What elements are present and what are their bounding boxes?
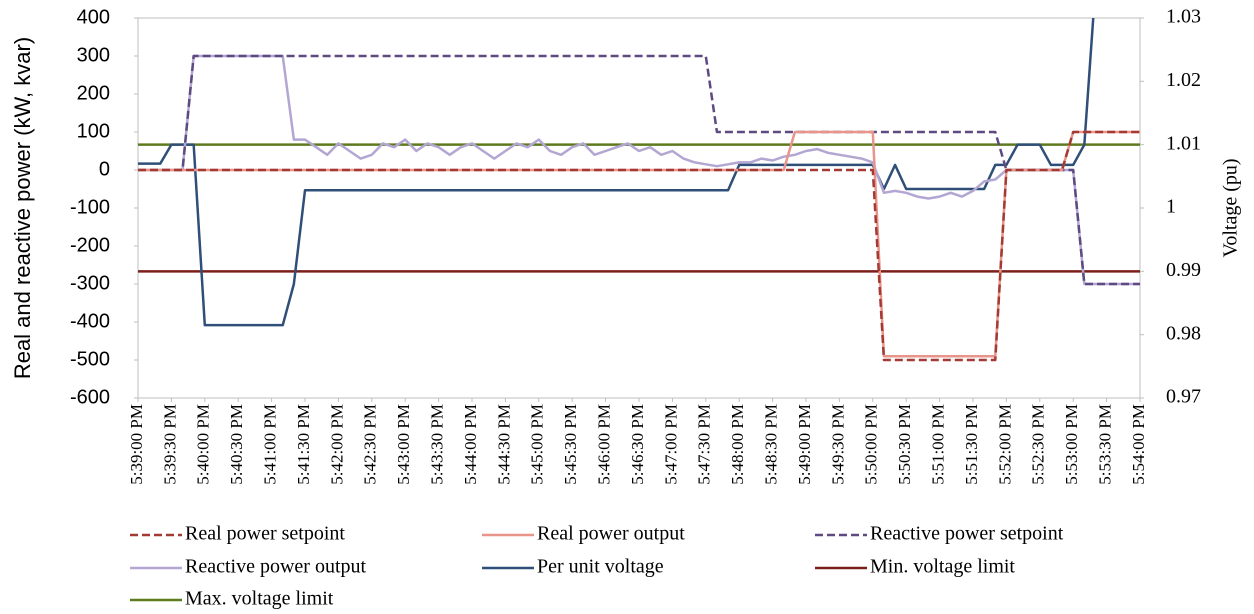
y2-tick-label: 1.01 [1166, 132, 1201, 154]
plot-area [137, 17, 1141, 399]
series-line [138, 130, 1140, 362]
x-tick-label: 5:44:00 PM [461, 404, 480, 485]
y2-tick-label: 1 [1166, 196, 1176, 218]
x-tick-label: 5:52:00 PM [995, 404, 1014, 485]
y2-tick-label: 1.03 [1166, 6, 1201, 28]
x-tick-label: 5:47:00 PM [661, 404, 680, 485]
series-line [138, 18, 1095, 327]
y-tick-label: 0 [99, 158, 110, 180]
x-tick-label: 5:49:00 PM [795, 404, 814, 485]
x-tick-label: 5:53:00 PM [1062, 404, 1081, 485]
series-line [138, 54, 1140, 286]
legend-label: Max. voltage limit [185, 588, 334, 610]
x-tick-label: 5:45:30 PM [561, 404, 580, 485]
y2-axis-label: Voltage (pu) [1220, 158, 1242, 257]
x-tick-label: 5:42:00 PM [327, 404, 346, 485]
x-tick-label: 5:46:00 PM [595, 404, 614, 485]
y-tick-label: -500 [70, 348, 110, 370]
x-tick-label: 5:47:30 PM [695, 404, 714, 485]
legend-label: Real power output [537, 523, 685, 545]
y-tick-label: -600 [70, 386, 110, 408]
x-tick-label: 5:48:00 PM [728, 404, 747, 485]
y-tick-label: -100 [70, 196, 110, 218]
y-tick-label: 400 [77, 6, 110, 28]
legend-label: Reactive power setpoint [870, 523, 1064, 545]
y2-tick-label: 0.99 [1166, 259, 1201, 281]
y2-tick-label: 0.98 [1166, 322, 1201, 344]
legend-label: Reactive power output [185, 556, 366, 578]
x-tick-label: 5:52:30 PM [1029, 404, 1048, 485]
x-tick-label: 5:41:30 PM [294, 404, 313, 485]
y-tick-label: 100 [77, 120, 110, 142]
x-tick-label: 5:45:00 PM [528, 404, 547, 485]
y-tick-label: -400 [70, 310, 110, 332]
y-tick-label: -300 [70, 272, 110, 294]
y-tick-label: 300 [77, 44, 110, 66]
series-lines [138, 18, 1140, 362]
x-tick-label: 5:51:30 PM [962, 404, 981, 485]
series-line [138, 130, 1140, 358]
y-axis-label: Real and reactive power (kW, kvar) [10, 37, 35, 379]
x-tick-label: 5:39:30 PM [160, 404, 179, 485]
x-tick-label: 5:40:30 PM [227, 404, 246, 485]
x-tick-label: 5:50:30 PM [895, 404, 914, 485]
x-tick-label: 5:51:00 PM [929, 404, 948, 485]
x-tick-label: 5:42:30 PM [361, 404, 380, 485]
y-tick-label: -200 [70, 234, 110, 256]
x-tick-label: 5:46:30 PM [628, 404, 647, 485]
legend-label: Real power setpoint [185, 523, 345, 545]
x-tick-label: 5:43:00 PM [394, 404, 413, 485]
y2-tick-label: 1.02 [1166, 69, 1201, 91]
x-tick-label: 5:48:30 PM [762, 404, 781, 485]
x-tick-label: 5:44:30 PM [494, 404, 513, 485]
x-tick-label: 5:50:00 PM [862, 404, 881, 485]
series-line [138, 54, 1140, 286]
legend-label: Per unit voltage [537, 556, 664, 578]
x-tick-label: 5:53:30 PM [1096, 404, 1115, 485]
x-tick-label: 5:39:00 PM [127, 404, 146, 485]
x-tick-label: 5:49:30 PM [828, 404, 847, 485]
x-tick-label: 5:54:00 PM [1129, 404, 1148, 485]
legend-label: Min. voltage limit [870, 556, 1015, 578]
y2-tick-label: 0.97 [1166, 386, 1201, 408]
x-tick-label: 5:40:00 PM [194, 404, 213, 485]
x-tick-label: 5:43:30 PM [428, 404, 447, 485]
y-tick-label: 200 [77, 82, 110, 104]
x-tick-label: 5:41:00 PM [261, 404, 280, 485]
